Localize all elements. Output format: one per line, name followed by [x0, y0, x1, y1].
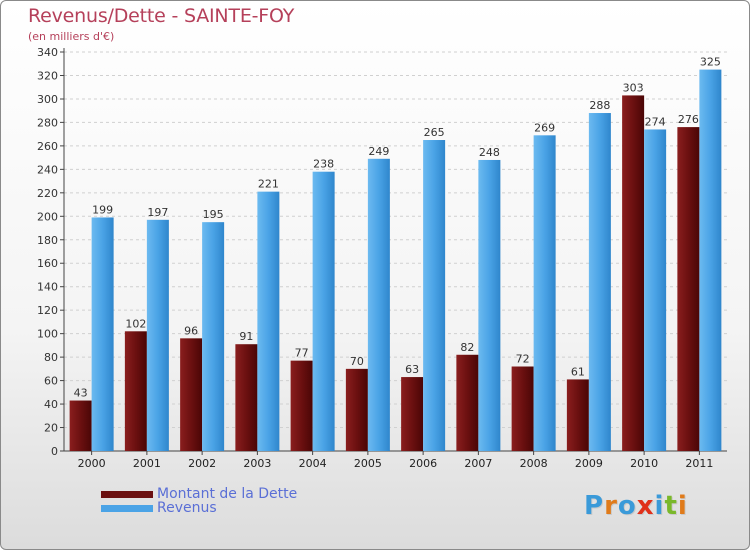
bar-revenus [367, 158, 390, 451]
bar-dette [290, 360, 313, 451]
data-label-revenus: 274 [645, 115, 666, 128]
x-tick-label: 2009 [575, 457, 603, 470]
y-tick-label: 320 [37, 69, 58, 82]
legend-swatch-revenus [101, 504, 153, 512]
x-tick-label: 2010 [630, 457, 658, 470]
x-tick-label: 2004 [299, 457, 327, 470]
bar-revenus [146, 219, 169, 451]
logo-letter: i [654, 491, 665, 521]
bar-revenus [644, 129, 667, 451]
data-label-dette: 43 [74, 387, 88, 400]
y-tick-label: 220 [37, 187, 58, 200]
y-tick-label: 140 [37, 281, 58, 294]
bar-dette [566, 379, 589, 451]
logo-letter: i [677, 491, 688, 521]
bar-dette [401, 377, 424, 451]
data-label-dette: 303 [623, 81, 644, 94]
x-tick-label: 2008 [520, 457, 548, 470]
logo-letter: P [584, 491, 605, 521]
x-tick-label: 2002 [188, 457, 216, 470]
data-label-dette: 61 [571, 365, 585, 378]
x-tick-label: 2007 [464, 457, 492, 470]
bar-revenus [588, 113, 611, 451]
y-tick-label: 60 [44, 375, 58, 388]
y-tick-label: 80 [44, 351, 58, 364]
logo-letter: t [664, 491, 678, 521]
data-label-dette: 102 [125, 317, 146, 330]
legend: Montant de la Dette Revenus [101, 487, 297, 515]
y-tick-label: 120 [37, 304, 58, 317]
data-label-dette: 72 [516, 353, 530, 366]
bar-dette [69, 400, 92, 451]
y-tick-label: 100 [37, 328, 58, 341]
legend-label-dette: Montant de la Dette [157, 486, 298, 502]
bar-dette [180, 338, 203, 451]
chart-title: Revenus/Dette - SAINTE-FOY [28, 5, 295, 27]
data-label-revenus: 288 [589, 99, 610, 112]
data-label-dette: 96 [184, 324, 198, 337]
bar-revenus [478, 159, 501, 451]
bar-revenus [91, 217, 114, 451]
x-tick-label: 2003 [243, 457, 271, 470]
legend-label-revenus: Revenus [157, 500, 217, 516]
data-label-dette: 82 [460, 341, 474, 354]
data-label-revenus: 221 [258, 178, 279, 191]
logo-letter: x [636, 491, 655, 521]
data-label-dette: 63 [405, 363, 419, 376]
data-label-revenus: 265 [424, 126, 445, 139]
bar-revenus [312, 171, 335, 451]
proxiti-logo: Proxiti [584, 491, 688, 521]
bar-dette [622, 95, 645, 451]
bar-revenus [423, 140, 446, 451]
x-tick-label: 2000 [78, 457, 106, 470]
chart-subtitle: (en milliers d'€) [28, 30, 115, 43]
bar-dette [124, 331, 147, 451]
legend-item-revenus: Revenus [101, 501, 297, 515]
y-tick-label: 0 [51, 445, 58, 458]
y-tick-label: 20 [44, 422, 58, 435]
y-tick-label: 340 [37, 46, 58, 59]
legend-swatch-dette [101, 490, 153, 498]
bar-dette [235, 344, 258, 451]
x-tick-label: 2005 [354, 457, 382, 470]
y-tick-label: 280 [37, 116, 58, 129]
y-tick-label: 180 [37, 234, 58, 247]
x-tick-label: 2006 [409, 457, 437, 470]
logo-letter: r [604, 491, 618, 521]
data-label-revenus: 325 [700, 56, 721, 69]
logo-letter: o [617, 491, 637, 521]
y-tick-label: 40 [44, 398, 58, 411]
data-label-revenus: 238 [313, 158, 334, 171]
data-label-revenus: 197 [147, 206, 168, 219]
bar-dette [677, 127, 700, 451]
data-label-revenus: 248 [479, 146, 500, 159]
x-tick-label: 2001 [133, 457, 161, 470]
bar-dette [345, 368, 368, 451]
bar-revenus [699, 69, 722, 452]
data-label-dette: 276 [678, 113, 699, 126]
data-label-revenus: 195 [203, 208, 224, 221]
data-label-dette: 91 [239, 330, 253, 343]
x-tick-label: 2011 [685, 457, 713, 470]
bar-dette [456, 354, 479, 451]
y-tick-label: 160 [37, 257, 58, 270]
y-tick-label: 200 [37, 210, 58, 223]
bar-revenus [257, 191, 280, 451]
data-label-dette: 70 [350, 355, 364, 368]
data-label-revenus: 249 [368, 145, 389, 158]
data-label-revenus: 199 [92, 203, 113, 216]
y-tick-label: 240 [37, 163, 58, 176]
data-label-revenus: 269 [534, 121, 555, 134]
y-tick-label: 300 [37, 93, 58, 106]
bar-revenus [202, 222, 225, 451]
data-label-dette: 77 [295, 347, 309, 360]
bar-dette [511, 366, 534, 451]
y-tick-label: 260 [37, 140, 58, 153]
legend-item-dette: Montant de la Dette [101, 487, 297, 501]
bar-revenus [533, 135, 556, 451]
